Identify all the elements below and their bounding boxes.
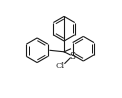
Text: S: S [69,52,76,61]
Text: Cl: Cl [56,62,65,70]
